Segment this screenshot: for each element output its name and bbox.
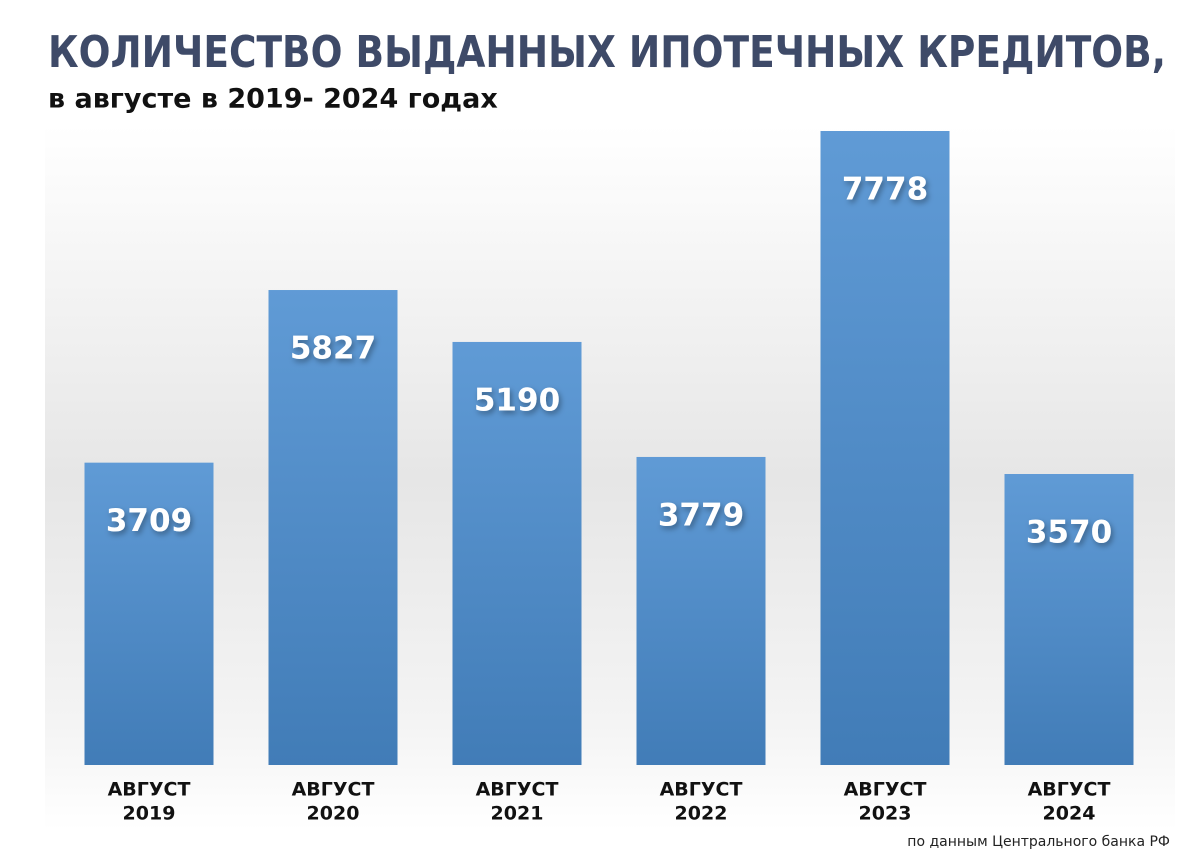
x-tick-label: АВГУСТ [844, 779, 927, 801]
x-tick-label: АВГУСТ [292, 779, 375, 801]
bar-shade [820, 131, 950, 765]
bar-shade [1004, 474, 1134, 765]
x-tick-label: АВГУСТ [1028, 779, 1111, 801]
bar-shade [636, 456, 766, 765]
value-label: 3709 [106, 503, 192, 539]
x-tick-label: 2022 [675, 803, 728, 825]
value-label: 7778 [842, 172, 928, 208]
plot-background [45, 125, 1175, 830]
value-label: 5190 [474, 382, 560, 418]
chart-subtitle: в августе в 2019- 2024 годах [48, 84, 498, 115]
x-tick-label: 2021 [491, 803, 544, 825]
x-tick-label: 2023 [859, 803, 912, 825]
bar-shade [84, 462, 214, 765]
chart-title: КОЛИЧЕСТВО ВЫДАННЫХ ИПОТЕЧНЫХ КРЕДИТОВ, [48, 27, 1166, 78]
bar-shade [268, 290, 398, 765]
x-tick-label: 2020 [307, 803, 360, 825]
value-label: 3570 [1026, 515, 1112, 551]
x-tick-label: 2019 [123, 803, 176, 825]
bar-shade [452, 341, 582, 765]
x-tick-label: АВГУСТ [476, 779, 559, 801]
x-tick-label: АВГУСТ [108, 779, 191, 801]
x-tick-label: АВГУСТ [660, 779, 743, 801]
x-tick-label: 2024 [1043, 803, 1096, 825]
value-label: 3779 [658, 497, 744, 533]
value-label: 5827 [290, 331, 376, 367]
source-note: по данным Центрального банка РФ [907, 834, 1170, 850]
